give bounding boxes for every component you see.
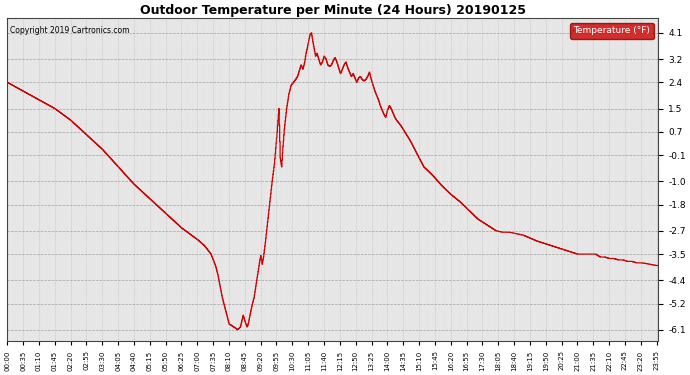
Legend: Temperature (°F): Temperature (°F) bbox=[570, 23, 654, 39]
Title: Outdoor Temperature per Minute (24 Hours) 20190125: Outdoor Temperature per Minute (24 Hours… bbox=[140, 4, 526, 17]
Text: Copyright 2019 Cartronics.com: Copyright 2019 Cartronics.com bbox=[10, 26, 130, 35]
